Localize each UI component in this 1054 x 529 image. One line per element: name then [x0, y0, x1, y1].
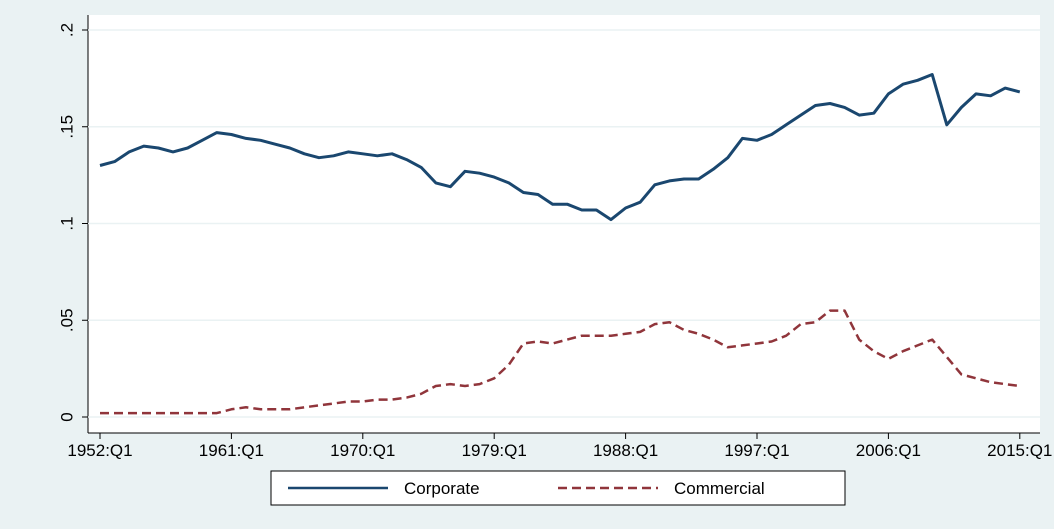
x-tick-label: 1961:Q1	[199, 441, 264, 460]
x-tick-label: 1997:Q1	[724, 441, 789, 460]
y-tick-label: .1	[57, 216, 76, 230]
legend-label: Corporate	[404, 479, 480, 498]
legend-label: Commercial	[674, 479, 765, 498]
x-tick-label: 1979:Q1	[462, 441, 527, 460]
y-tick-label: 0	[57, 412, 76, 421]
x-tick-label: 2015:Q1	[987, 441, 1052, 460]
x-tick-label: 1988:Q1	[593, 441, 658, 460]
legend: Corporate Commercial	[270, 470, 846, 506]
x-tick-label: 1970:Q1	[330, 441, 395, 460]
series-line	[99, 73, 1021, 222]
y-tick-label: .05	[57, 308, 76, 332]
x-tick-label: 1952:Q1	[67, 441, 132, 460]
y-tick-label: .2	[57, 23, 76, 37]
y-tick-label: .15	[57, 115, 76, 139]
series-line	[100, 309, 1020, 415]
x-tick-label: 2006:Q1	[856, 441, 921, 460]
